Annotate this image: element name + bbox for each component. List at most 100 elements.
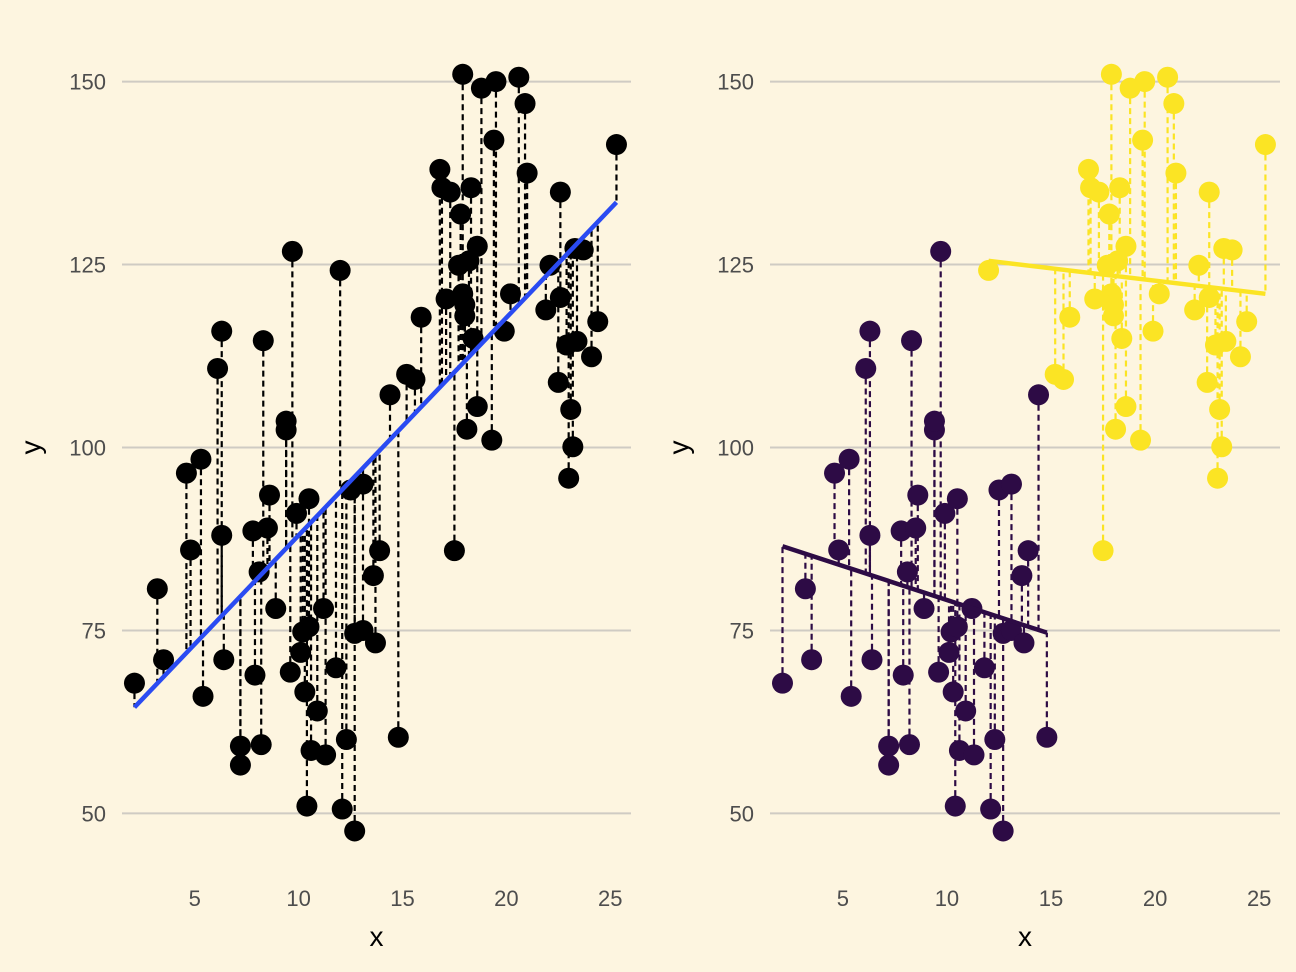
data-point bbox=[211, 524, 233, 546]
data-point bbox=[928, 661, 950, 683]
data-point bbox=[1092, 540, 1114, 562]
data-point bbox=[1109, 177, 1131, 199]
data-point bbox=[973, 657, 995, 679]
x-tick-label: 25 bbox=[598, 886, 622, 911]
data-point bbox=[256, 517, 278, 539]
data-point bbox=[313, 598, 335, 619]
data-point bbox=[387, 726, 409, 748]
data-point bbox=[1142, 320, 1164, 342]
data-point bbox=[352, 473, 374, 495]
x-tick-label: 20 bbox=[494, 886, 518, 911]
data-point bbox=[907, 484, 929, 506]
x-tick-label: 25 bbox=[1247, 886, 1271, 911]
data-point bbox=[539, 254, 561, 276]
data-point bbox=[878, 735, 900, 757]
data-point bbox=[180, 539, 202, 561]
data-point bbox=[535, 299, 557, 321]
data-point bbox=[213, 649, 235, 671]
data-point bbox=[984, 728, 1006, 750]
data-point bbox=[1115, 235, 1137, 257]
y-tick-label: 75 bbox=[82, 618, 106, 643]
data-point bbox=[1088, 181, 1110, 203]
data-point bbox=[379, 384, 401, 406]
data-point bbox=[456, 418, 478, 440]
y-tick-label: 100 bbox=[69, 436, 106, 461]
data-point bbox=[913, 598, 935, 619]
y-tick-label: 100 bbox=[717, 436, 754, 461]
data-point bbox=[1053, 368, 1075, 390]
data-point bbox=[1148, 283, 1170, 305]
data-point bbox=[547, 371, 569, 393]
data-point bbox=[452, 63, 474, 85]
data-point bbox=[944, 795, 966, 817]
x-axis-title: x bbox=[370, 921, 384, 952]
x-tick-label: 10 bbox=[286, 886, 310, 911]
data-point bbox=[410, 306, 432, 328]
data-point bbox=[207, 357, 229, 379]
data-point bbox=[429, 158, 451, 180]
data-point bbox=[500, 283, 522, 305]
data-point bbox=[549, 181, 571, 203]
data-point bbox=[1013, 632, 1035, 654]
data-point bbox=[1198, 286, 1220, 308]
y-axis-title: y bbox=[15, 441, 46, 455]
data-point bbox=[1011, 565, 1033, 587]
data-point bbox=[560, 398, 582, 420]
data-point bbox=[1254, 134, 1276, 156]
data-point bbox=[1196, 371, 1218, 393]
data-point bbox=[1209, 398, 1231, 420]
y-tick-label: 150 bbox=[717, 70, 754, 95]
data-point bbox=[265, 598, 287, 619]
data-point bbox=[450, 203, 472, 225]
data-point bbox=[344, 820, 366, 842]
data-point bbox=[605, 134, 627, 156]
data-point bbox=[859, 320, 881, 342]
data-point bbox=[1207, 467, 1229, 489]
data-point bbox=[248, 561, 270, 583]
data-point bbox=[1132, 129, 1154, 151]
data-point bbox=[980, 798, 1002, 820]
panel-right-group-fits: 50 75 100 125 150 5 10 15 20 25 x y bbox=[663, 63, 1280, 952]
data-point bbox=[329, 259, 351, 281]
data-point bbox=[855, 357, 877, 379]
panel-left-single-fit: 50 75 100 125 150 5 10 15 20 25 x y bbox=[15, 63, 631, 952]
data-point bbox=[325, 657, 347, 679]
data-point bbox=[1229, 346, 1251, 368]
data-point bbox=[508, 66, 530, 88]
fit-line-1 bbox=[988, 258, 1266, 297]
data-point bbox=[549, 286, 571, 308]
data-point bbox=[250, 734, 272, 756]
data-point bbox=[192, 685, 214, 707]
data-point bbox=[466, 235, 488, 257]
data-point bbox=[298, 488, 320, 510]
data-point bbox=[978, 259, 1000, 281]
data-point bbox=[190, 448, 212, 470]
data-point bbox=[404, 368, 426, 390]
data-point bbox=[146, 578, 168, 600]
data-point bbox=[1111, 327, 1133, 349]
data-point bbox=[1084, 288, 1106, 310]
data-point bbox=[1188, 254, 1210, 276]
data-point bbox=[229, 754, 251, 776]
data-point bbox=[443, 540, 465, 562]
data-point bbox=[946, 616, 968, 638]
data-point bbox=[252, 330, 274, 352]
data-point bbox=[1077, 158, 1099, 180]
data-point bbox=[483, 129, 505, 151]
data-point bbox=[485, 71, 507, 93]
data-point bbox=[454, 294, 476, 316]
data-point bbox=[1165, 162, 1187, 184]
data-point bbox=[859, 524, 881, 546]
data-point bbox=[1105, 418, 1127, 440]
data-point bbox=[1000, 473, 1022, 495]
data-point bbox=[290, 641, 312, 663]
data-point bbox=[905, 517, 927, 539]
data-point bbox=[466, 396, 488, 418]
data-point bbox=[838, 448, 860, 470]
data-point bbox=[1163, 93, 1185, 115]
data-point bbox=[942, 681, 964, 703]
data-point bbox=[439, 181, 461, 203]
data-point bbox=[364, 632, 386, 654]
